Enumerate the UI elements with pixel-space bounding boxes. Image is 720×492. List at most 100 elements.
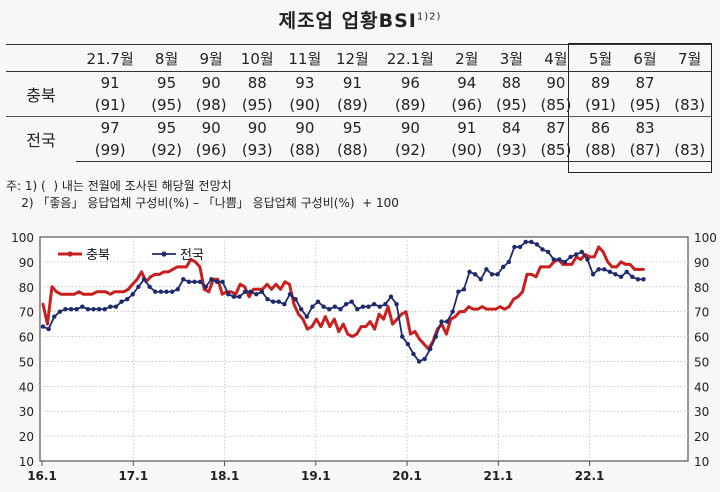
column-header: 6월 bbox=[622, 44, 668, 72]
column-header: 3월 bbox=[489, 44, 534, 72]
row-label: 전국 bbox=[6, 116, 76, 162]
actual-cell: 90 bbox=[201, 74, 221, 92]
forecast-cell: (95) bbox=[151, 96, 182, 114]
data-point bbox=[597, 245, 601, 249]
forecast-cell: (88) bbox=[578, 139, 623, 162]
data-point bbox=[512, 297, 515, 301]
data-point bbox=[458, 310, 462, 314]
data-point bbox=[641, 277, 646, 282]
data-point bbox=[259, 289, 265, 294]
data-point bbox=[484, 267, 489, 272]
legend-marker bbox=[161, 251, 167, 257]
actual-cell: 95 bbox=[328, 116, 377, 139]
data-point bbox=[181, 277, 186, 282]
table-corner bbox=[6, 44, 76, 72]
data-point bbox=[64, 292, 67, 296]
data-point bbox=[301, 317, 305, 321]
data-point bbox=[503, 307, 507, 311]
data-point bbox=[175, 287, 180, 292]
data-point bbox=[471, 307, 475, 311]
y-tick-label-right: 80 bbox=[694, 281, 709, 295]
data-point bbox=[171, 267, 175, 271]
data-point bbox=[405, 341, 411, 347]
data-point bbox=[568, 254, 573, 260]
data-point bbox=[256, 287, 260, 291]
data-point bbox=[113, 290, 117, 294]
y-tick-label-left: 60 bbox=[19, 331, 34, 345]
data-point bbox=[293, 297, 298, 302]
data-point bbox=[231, 294, 237, 299]
data-point bbox=[113, 304, 119, 309]
y-tick-label-right: 20 bbox=[694, 430, 709, 444]
actual-cell: 90 bbox=[376, 116, 445, 139]
actual-cell: 96 bbox=[400, 74, 420, 92]
data-point bbox=[579, 249, 585, 255]
table-row: 충북 91 95 90 88 93 91 96 94 88 90 89 87 bbox=[6, 72, 712, 105]
y-tick-label-left: 100 bbox=[11, 231, 34, 245]
data-point bbox=[404, 310, 408, 314]
data-point bbox=[96, 306, 102, 312]
column-header: 11월 bbox=[281, 44, 329, 72]
data-point bbox=[494, 307, 498, 311]
data-point bbox=[341, 322, 345, 326]
data-point bbox=[619, 260, 623, 264]
data-point bbox=[265, 282, 269, 286]
data-point bbox=[557, 257, 562, 262]
data-point bbox=[50, 285, 54, 289]
column-header: 7월 bbox=[667, 44, 712, 72]
data-point bbox=[534, 275, 538, 279]
forecast-cell: (85) bbox=[533, 139, 579, 162]
forecast-cell: (92) bbox=[376, 139, 445, 162]
forecast-cell: (85) bbox=[540, 96, 572, 114]
data-point bbox=[523, 239, 528, 245]
data-point bbox=[193, 260, 197, 264]
data-point bbox=[628, 262, 632, 266]
data-point bbox=[428, 346, 433, 352]
data-point bbox=[642, 267, 645, 271]
data-point bbox=[360, 304, 366, 309]
data-point bbox=[338, 306, 343, 312]
forecast-cell: (95) bbox=[241, 96, 273, 114]
data-point bbox=[153, 289, 158, 294]
data-point bbox=[270, 299, 276, 304]
data-point bbox=[282, 302, 287, 307]
actual-cell: 88 bbox=[247, 74, 267, 92]
data-point bbox=[192, 279, 197, 284]
y-tick-label-left: 50 bbox=[19, 355, 34, 369]
actual-cell: 88 bbox=[501, 74, 521, 92]
data-point bbox=[279, 287, 282, 291]
data-point bbox=[394, 302, 399, 307]
data-point bbox=[596, 267, 601, 272]
data-point bbox=[585, 257, 590, 262]
data-point bbox=[545, 249, 551, 255]
data-point bbox=[551, 257, 556, 262]
data-point bbox=[472, 272, 478, 277]
data-point bbox=[529, 239, 534, 245]
forecast-cell: (95) bbox=[629, 96, 661, 114]
data-point bbox=[80, 304, 85, 309]
data-point bbox=[467, 269, 472, 275]
data-point bbox=[444, 319, 450, 324]
actual-cell: 97 bbox=[76, 116, 145, 139]
y-tick-label-right: 40 bbox=[694, 380, 709, 394]
data-point bbox=[489, 307, 493, 311]
legend-label: 충북 bbox=[86, 248, 110, 263]
y-tick-label-right: 50 bbox=[694, 355, 709, 369]
data-point bbox=[501, 264, 506, 270]
data-point bbox=[411, 351, 416, 357]
table-row: (99) (92) (96) (93) (88) (88) (92) (90) (93) (85)… bbox=[6, 139, 712, 162]
forecast-cell: (99) bbox=[76, 139, 145, 162]
data-point bbox=[602, 267, 607, 272]
data-point bbox=[41, 302, 45, 306]
y-tick-label-right: 70 bbox=[694, 306, 709, 320]
data-point bbox=[422, 356, 427, 362]
footnote-1: 주: 1) ( ) 내는 전월에 조사된 해당월 전망치 bbox=[6, 179, 232, 193]
data-point bbox=[46, 322, 49, 326]
data-point bbox=[561, 262, 565, 266]
data-point bbox=[512, 244, 517, 250]
forecast-cell: (91) bbox=[94, 96, 126, 114]
data-point bbox=[444, 332, 448, 336]
data-point bbox=[359, 325, 363, 328]
data-point bbox=[368, 320, 372, 324]
data-point bbox=[197, 279, 203, 284]
